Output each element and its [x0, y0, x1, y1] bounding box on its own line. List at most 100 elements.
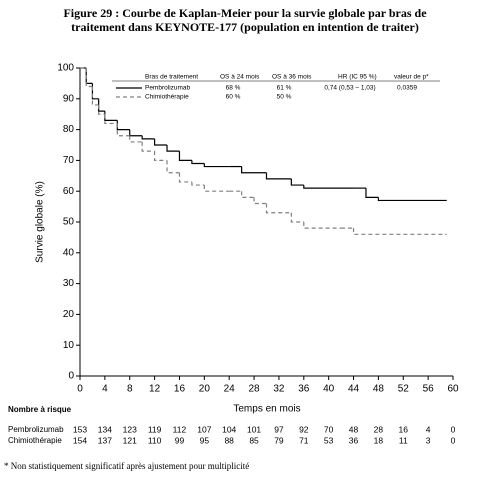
x-tick-label: 36: [298, 384, 310, 395]
survival-step: [290, 178, 304, 186]
survival-step: [98, 104, 105, 115]
at-risk-value: 154: [73, 435, 87, 445]
at-risk-value: 18: [374, 435, 384, 445]
survival-step: [91, 86, 99, 106]
survival-step: [265, 172, 292, 180]
at-risk-value: 107: [197, 424, 211, 434]
at-risk-value: 28: [374, 424, 384, 434]
at-risk-value: 92: [299, 424, 309, 434]
at-risk-value: 134: [98, 424, 112, 434]
at-risk-value: 11: [399, 435, 408, 445]
at-risk-value: 95: [200, 435, 210, 445]
survival-step: [166, 145, 180, 152]
inset-cell: 0,0359: [397, 85, 417, 92]
at-risk-value: 79: [274, 435, 284, 445]
y-tick-label: 50: [63, 217, 75, 228]
x-tick-label: 32: [273, 384, 285, 395]
x-tick-label: 16: [174, 384, 186, 395]
x-tick-label: 28: [249, 384, 261, 395]
inset-cell: 50 %: [277, 94, 292, 101]
survival-step: [116, 120, 130, 131]
at-risk-value: 16: [399, 424, 409, 434]
inset-header: OS à 36 mois: [272, 74, 312, 81]
survival-step: [129, 135, 143, 143]
at-risk-value: 71: [299, 435, 309, 445]
at-risk-value: 119: [148, 424, 162, 434]
survival-step: [203, 163, 230, 168]
survival-step: [104, 114, 118, 125]
at-risk-value: 4: [426, 424, 431, 434]
at-risk-value: 0: [451, 435, 456, 445]
at-risk-value: 3: [426, 435, 431, 445]
legend-label: Chimiothérapie: [145, 94, 189, 101]
y-axis-label: Survie globale (%): [35, 181, 46, 263]
x-tick-label: 48: [373, 384, 385, 395]
survival-step: [98, 98, 105, 112]
y-tick-label: 0: [68, 371, 74, 382]
survival-step: [141, 135, 155, 140]
at-risk-value: 0: [451, 424, 456, 434]
at-risk-value: 104: [222, 424, 236, 434]
inset-cell: 0,74 (0,53 – 1,03): [324, 85, 375, 92]
y-tick-label: 100: [57, 63, 74, 74]
inset-header: HR (IC 95 %): [338, 74, 377, 81]
at-risk-value: 48: [349, 424, 359, 434]
survival-step: [85, 68, 93, 88]
at-risk-value: 137: [98, 435, 112, 445]
survival-step: [191, 160, 205, 165]
survival-step: [104, 111, 118, 121]
at-risk-value: 36: [349, 435, 359, 445]
x-tick-label: 0: [77, 384, 83, 395]
at-risk-value: 101: [247, 424, 261, 434]
y-tick-label: 40: [63, 247, 75, 258]
x-tick-label: 4: [102, 384, 108, 395]
survival-step: [178, 151, 192, 161]
survival-step: [154, 138, 168, 146]
survival-step: [253, 197, 267, 205]
survival-step: [191, 181, 205, 186]
at-risk-value: 110: [148, 435, 162, 445]
x-tick-label: 24: [224, 384, 236, 395]
x-tick-label: 40: [323, 384, 335, 395]
survival-step: [178, 172, 192, 183]
x-tick-label: 8: [127, 384, 133, 395]
inset-cell: 68 %: [226, 85, 241, 92]
y-tick-label: 90: [63, 93, 75, 104]
at-risk-title: Nombre à risque: [8, 405, 72, 414]
at-risk-value: 85: [249, 435, 259, 445]
at-risk-value: 112: [173, 424, 187, 434]
footnote: * Non statistiquement significatif après…: [4, 461, 249, 471]
survival-step: [352, 228, 447, 235]
survival-step: [265, 203, 292, 214]
survival-step: [166, 160, 180, 174]
legend-label: Pembrolizumab: [145, 85, 191, 92]
at-risk-value: 53: [324, 435, 334, 445]
y-tick-label: 70: [63, 155, 75, 166]
y-tick-label: 80: [63, 124, 75, 135]
inset-header: valeur de p*: [394, 74, 429, 81]
chart-title: Figure 29 : Courbe de Kaplan-Meier pour …: [63, 6, 427, 34]
y-tick-label: 30: [63, 278, 75, 289]
survival-step: [303, 222, 342, 229]
at-risk-value: 97: [274, 424, 284, 434]
inset-cell: 60 %: [226, 94, 241, 101]
at-risk-name: Pembrolizumab: [8, 425, 64, 434]
survival-step: [203, 185, 230, 192]
survival-step: [241, 166, 267, 174]
inset-cell: 61 %: [277, 85, 292, 92]
x-tick-label: 44: [348, 384, 360, 395]
inset-header: OS à 24 mois: [220, 74, 260, 81]
survival-step: [377, 197, 447, 202]
survival-step: [241, 191, 255, 198]
x-tick-label: 12: [149, 384, 161, 395]
x-axis-label: Temps en mois: [233, 404, 300, 415]
survival-step: [365, 188, 379, 198]
x-tick-label: 52: [398, 384, 410, 395]
survival-step: [141, 141, 155, 152]
y-tick-label: 20: [63, 309, 75, 320]
at-risk-name: Chimiothérapie: [8, 436, 62, 445]
x-tick-label: 60: [447, 384, 459, 395]
survival-step: [85, 68, 93, 84]
